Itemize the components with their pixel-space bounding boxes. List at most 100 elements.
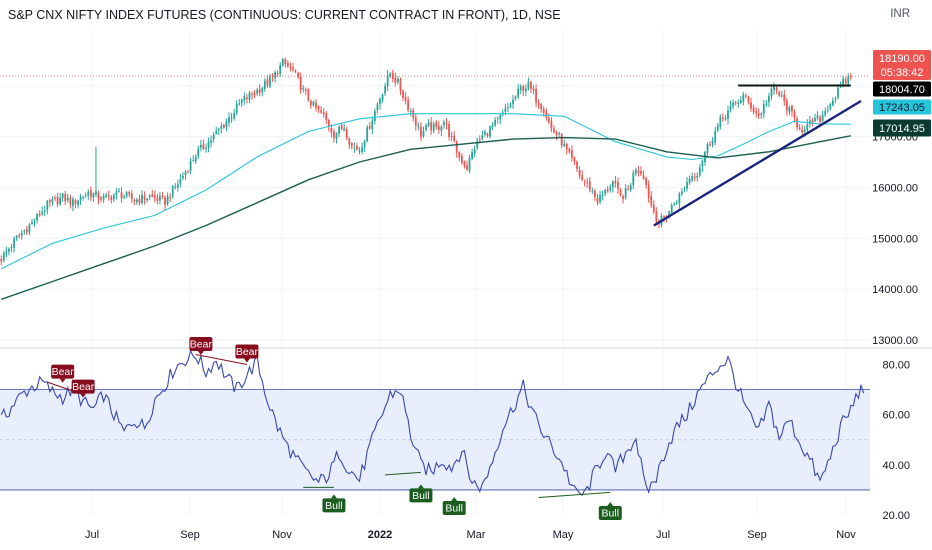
candle-body [826,109,829,111]
candle-body [798,127,801,130]
candle-body [803,129,806,132]
candle-body [100,197,102,200]
candle-body [222,124,225,128]
candle-body [161,195,164,197]
candle-body [389,73,392,77]
candle-body [391,72,394,79]
candle-body [0,259,3,262]
candle-body [463,161,466,166]
candle-body [197,148,200,157]
candle-body [473,149,476,154]
sma-slow-tag-text: 17014.95 [879,123,925,135]
candle-body [414,117,417,126]
bear-signal-label: Bear [71,379,95,398]
candle-body [819,117,822,123]
support-trendline [653,99,862,227]
candle-body [765,103,768,105]
candle-body [20,232,23,236]
candle-body [435,122,438,127]
candle-body [263,80,266,89]
x-tick-label: May [553,529,574,541]
bear-signal-label: Bear [189,337,212,356]
candle-body [448,124,450,137]
candle-body [51,199,54,203]
candle-body [320,110,323,113]
candle-body [309,100,312,106]
candle-body [110,196,113,200]
candle-body [120,192,123,199]
bull-signal-label: Bull [322,494,346,513]
candle-body [61,193,64,199]
bull-signal-pointer [417,484,424,489]
candle-body [23,230,26,232]
candle-body [425,125,427,131]
bull-divergence-line [385,471,421,476]
candle-body [394,77,397,83]
candle-body [821,114,824,122]
candle-body [440,126,443,131]
candle-body [366,127,369,142]
candle-body [535,89,537,103]
candle-body [681,191,683,194]
candle-body [663,216,665,218]
candle-body [69,197,72,205]
candle-body [489,126,491,137]
candle-body [286,63,289,67]
x-tick-label: Jul [85,529,99,541]
candle-body [555,132,558,135]
candle-body [25,229,28,233]
candle-body [706,144,709,154]
candle-body [729,105,732,110]
bear-signal-label: Bear [51,364,74,383]
candle-body [573,157,576,162]
last-price-tag-bg [873,50,931,80]
candle-body [302,87,305,89]
candle-body [647,184,650,198]
candle-body [156,197,159,202]
candle-body [711,140,714,146]
bull-signal-text: Bull [602,507,620,519]
candle-body [322,112,325,114]
candle-body [315,102,317,108]
candle-body [59,197,62,204]
candle-body [645,178,648,185]
candle-body [701,160,704,167]
candle-body [443,122,445,126]
candle-body [31,221,33,224]
candle-body [138,199,141,203]
candle-body [43,210,46,212]
candle-body [601,194,604,197]
candle-body [112,195,115,199]
candle-body [422,131,425,137]
candle-body [189,160,192,171]
candle-body [148,195,151,198]
candle-body [281,58,284,66]
candle-body [228,117,230,123]
candle-body [348,138,351,145]
axes: 13000.0014000.0015000.0016000.0017000.00… [85,81,918,541]
candle-body [72,198,74,206]
rsi-tick-label: 20.00 [882,510,910,522]
candle-body [41,211,44,215]
bear-signal-text: Bear [72,381,95,393]
candle-body [261,87,264,92]
candle-body [604,190,607,194]
chart-title: S&P CNX NIFTY INDEX FUTURES (CONTINUOUS:… [8,8,561,22]
bull-signal-label: Bull [442,496,466,515]
candle-body [770,88,773,96]
candle-body [212,134,215,139]
candle-body [166,196,169,204]
bull-signal-pointer [607,501,614,506]
candle-body [199,144,202,148]
candle-body [611,181,614,188]
bear-signal-pointer [243,358,250,363]
x-tick-label: Jul [656,529,670,541]
candle-body [673,203,676,205]
candle-body [478,139,481,141]
rsi-pane: Bear Bear Bear Bear Bull Bull Bull Bull [0,337,865,520]
currency-label[interactable]: INR [890,8,910,20]
candle-body [606,189,609,192]
candle-body [361,147,363,152]
rsi-tick-label: 80.00 [882,360,910,372]
